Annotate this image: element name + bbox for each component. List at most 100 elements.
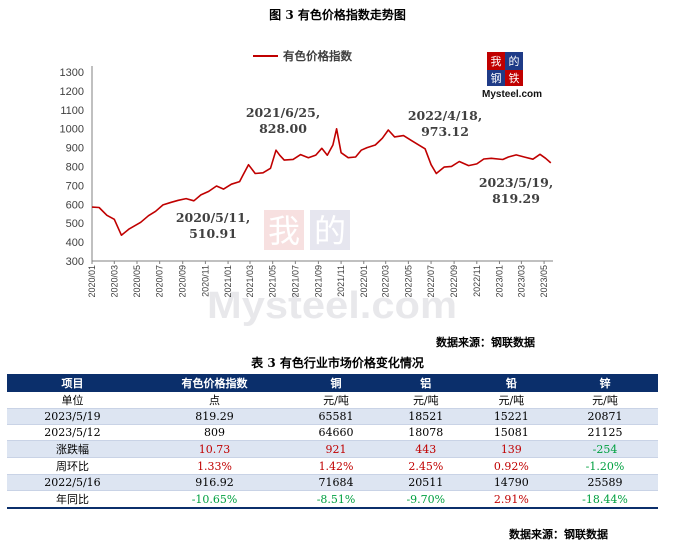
svg-text:铁: 铁 bbox=[509, 72, 520, 85]
table-cell: -8.51% bbox=[291, 490, 381, 509]
x-tick-label: 2023/01 bbox=[494, 265, 504, 298]
table-row: 周环比 1.33% 1.42% 2.45% 0.92% -1.20% bbox=[7, 457, 658, 475]
table-cell: 819.29 bbox=[137, 408, 292, 425]
table-header-row: 项目 有色价格指数铜铝铅锌 bbox=[7, 374, 658, 392]
table-row: 年同比 -10.65% -8.51% -9.70% 2.91% -18.44% bbox=[7, 490, 658, 509]
column-header: 有色价格指数 bbox=[137, 374, 292, 392]
table-cell: 71684 bbox=[291, 474, 381, 491]
y-tick-label: 700 bbox=[66, 180, 84, 192]
x-tick-label: 2022/11 bbox=[472, 265, 482, 297]
x-tick-label: 2021/03 bbox=[245, 265, 255, 298]
svg-text:的: 的 bbox=[509, 54, 520, 68]
legend-label: 有色价格指数 bbox=[283, 49, 352, 63]
svg-text:钢: 钢 bbox=[491, 72, 502, 85]
table-cell: 单位 bbox=[7, 392, 138, 409]
x-tick-label: 2021/05 bbox=[268, 265, 278, 298]
column-header: 铜 bbox=[291, 374, 381, 392]
x-tick-label: 2022/05 bbox=[403, 265, 413, 298]
column-header: 铝 bbox=[380, 374, 471, 392]
x-tick-label: 2020/05 bbox=[132, 265, 142, 298]
logo-text: Mysteel.com bbox=[482, 89, 542, 100]
y-tick-label: 800 bbox=[66, 162, 84, 174]
mysteel-logo: 我 的 钢 铁 Mysteel.com bbox=[482, 52, 542, 100]
table-cell: 25589 bbox=[551, 474, 658, 491]
table-row: 涨跌幅 10.73 921 443 139 -254 bbox=[7, 440, 658, 458]
table-row: 2023/5/19 819.29 65581 18521 15221 20871 bbox=[7, 408, 658, 425]
market-price-table: 项目 有色价格指数铜铝铅锌 单位点元/吨 元/吨 元/吨 元/吨 2023/5/19 819… bbox=[7, 374, 658, 509]
table-cell: 139 bbox=[470, 440, 552, 458]
x-tick-label: 2021/01 bbox=[223, 265, 233, 298]
x-tick-label: 2022/01 bbox=[359, 265, 369, 298]
y-tick-label: 1100 bbox=[60, 105, 84, 117]
x-tick-label: 2020/11 bbox=[200, 265, 210, 297]
annotation-value: 973.12 bbox=[421, 124, 469, 139]
x-tick-label: 2020/07 bbox=[155, 265, 165, 298]
y-tick-label: 400 bbox=[66, 237, 84, 249]
table-cell: 点 bbox=[137, 392, 292, 409]
y-tick-label: 1200 bbox=[60, 86, 84, 98]
column-header: 项目 bbox=[7, 374, 138, 392]
annotation-date: 2023/5/19, bbox=[479, 175, 553, 190]
price-index-chart: 我 的 Mysteel.com 我 的 钢 铁 Mysteel.com 有色价格… bbox=[60, 49, 554, 327]
y-tick-label: 500 bbox=[66, 218, 84, 230]
annotation-value: 828.00 bbox=[259, 121, 307, 136]
table-row: 单位点元/吨 元/吨 元/吨 元/吨 bbox=[7, 392, 658, 409]
chart-legend: 有色价格指数 bbox=[253, 49, 352, 63]
table-cell: 1.42% bbox=[291, 457, 381, 475]
figure-source: 数据来源：钢联数据 bbox=[436, 336, 535, 349]
column-header: 锌 bbox=[551, 374, 658, 392]
annotation-date: 2021/6/25, bbox=[246, 105, 320, 120]
table-cell: 元/吨 bbox=[291, 392, 381, 409]
x-tick-label: 2022/03 bbox=[381, 265, 391, 298]
table-row: 2022/5/16 916.92 71684 20511 14790 25589 bbox=[7, 474, 658, 491]
y-tick-label: 300 bbox=[66, 256, 84, 268]
table-cell: 2.45% bbox=[380, 457, 471, 475]
y-tick-label: 900 bbox=[66, 143, 84, 155]
table-cell: 元/吨 bbox=[470, 392, 552, 409]
y-tick-label: 1000 bbox=[60, 124, 84, 136]
table-cell: 2023/5/19 bbox=[7, 408, 138, 425]
table-cell: 15221 bbox=[470, 408, 552, 425]
table-cell: 0.92% bbox=[470, 457, 552, 475]
table-cell: 18521 bbox=[380, 408, 471, 425]
y-tick-label: 1300 bbox=[60, 67, 84, 79]
svg-text:我: 我 bbox=[268, 212, 300, 250]
table-cell: -1.20% bbox=[551, 457, 658, 475]
table-cell: 921 bbox=[291, 440, 381, 458]
table-cell: 20511 bbox=[380, 474, 471, 491]
table-cell: 916.92 bbox=[137, 474, 292, 491]
table-cell: -10.65% bbox=[137, 490, 292, 509]
table-cell: 14790 bbox=[470, 474, 552, 491]
table-cell: 年同比 bbox=[7, 490, 138, 509]
x-tick-label: 2020/03 bbox=[109, 265, 119, 298]
column-header: 铅 bbox=[470, 374, 552, 392]
table-cell: 1.33% bbox=[137, 457, 292, 475]
table-cell: -18.44% bbox=[551, 490, 658, 509]
annotation-value: 819.29 bbox=[492, 191, 540, 206]
table-cell: 2.91% bbox=[470, 490, 552, 509]
table-cell: 443 bbox=[380, 440, 471, 458]
table-cell: 65581 bbox=[291, 408, 381, 425]
annotation-value: 510.91 bbox=[189, 226, 237, 241]
x-tick-label: 2021/07 bbox=[290, 265, 300, 298]
table-cell: -9.70% bbox=[380, 490, 471, 509]
svg-text:的: 的 bbox=[314, 212, 346, 250]
chart-axes: 300 400 500 600 700 800 900 1000 1100 1200 1300 202… bbox=[60, 66, 553, 298]
svg-text:我: 我 bbox=[491, 55, 502, 68]
table-cell: 2022/5/16 bbox=[7, 474, 138, 491]
table-cell: 元/吨 bbox=[551, 392, 658, 409]
x-tick-label: 2020/09 bbox=[178, 265, 188, 298]
annotation-date: 2020/5/11, bbox=[176, 210, 250, 225]
series-line bbox=[91, 128, 552, 236]
table-cell: 元/吨 bbox=[380, 392, 471, 409]
table-cell: 涨跌幅 bbox=[7, 440, 138, 458]
table-cell: 809 bbox=[137, 424, 292, 441]
x-tick-label: 2021/09 bbox=[313, 265, 323, 298]
chart-annotations: 2021/6/25,828.00 2020/5/11,510.91 2022/4/1… bbox=[176, 105, 553, 241]
table-cell: 20871 bbox=[551, 408, 658, 425]
table-cell: 64660 bbox=[291, 424, 381, 441]
table-cell: 15081 bbox=[470, 424, 552, 441]
x-tick-label: 2023/05 bbox=[539, 265, 549, 298]
x-tick-label: 2022/07 bbox=[426, 265, 436, 298]
figure-title: 图 3 有色价格指数走势图 bbox=[269, 8, 406, 22]
